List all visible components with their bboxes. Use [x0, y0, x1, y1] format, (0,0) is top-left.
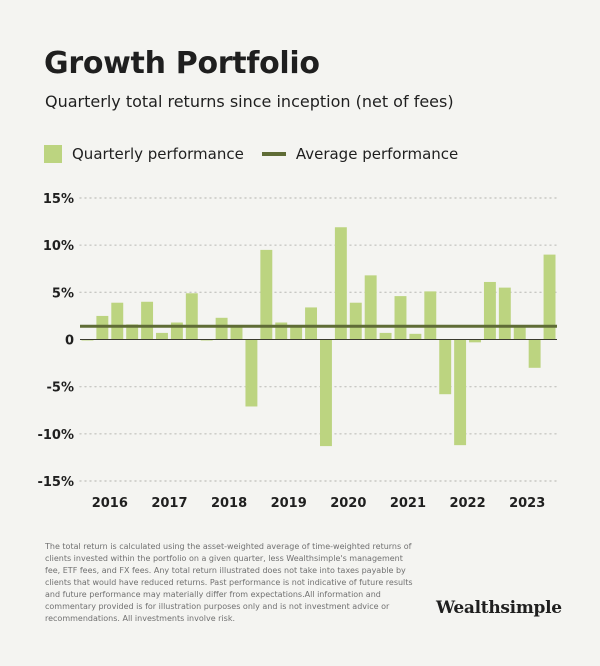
bar	[424, 291, 437, 340]
bar	[305, 307, 318, 340]
chart-subtitle: Quarterly total returns since inception …	[45, 92, 454, 111]
y-tick-label: -15%	[37, 475, 74, 490]
y-tick-label: 10%	[43, 239, 74, 254]
x-tick-label: 2020	[330, 496, 366, 511]
bar	[439, 339, 452, 395]
x-tick-label: 2023	[509, 496, 545, 511]
legend-item-quarterly: Quarterly performance	[44, 145, 244, 163]
bar	[111, 302, 124, 340]
x-tick-label: 2018	[211, 496, 247, 511]
bar	[349, 302, 362, 340]
bar	[379, 332, 392, 340]
bar	[319, 339, 332, 447]
bar	[215, 317, 228, 340]
bar	[454, 339, 467, 446]
bar	[156, 332, 168, 340]
bar	[483, 281, 496, 340]
y-tick-label: -5%	[47, 381, 74, 396]
x-tick-label: 2017	[151, 496, 187, 511]
footnote: The total return is calculated using the…	[45, 542, 413, 623]
bar	[409, 333, 422, 340]
legend: Quarterly performance Average performanc…	[44, 143, 476, 165]
x-tick-label: 2019	[271, 496, 307, 511]
y-tick-label: -10%	[37, 428, 74, 443]
bar	[469, 339, 481, 343]
bar	[513, 325, 526, 340]
bar	[498, 287, 511, 340]
bar	[364, 275, 377, 340]
bar	[275, 322, 288, 340]
bar	[334, 227, 347, 340]
bar	[170, 322, 183, 340]
bar	[290, 326, 303, 340]
bar	[260, 249, 273, 340]
wealthsimple-logo: Wealthsimple	[436, 598, 562, 618]
x-tick-label: 2016	[92, 496, 128, 511]
bar	[185, 293, 198, 340]
y-tick-label: 0	[65, 334, 74, 349]
x-tick-label: 2022	[449, 496, 485, 511]
legend-swatch-line	[261, 152, 286, 156]
legend-label-quarterly: Quarterly performance	[72, 145, 244, 163]
chart-title: Growth Portfolio	[44, 46, 320, 81]
x-tick-label: 2021	[390, 496, 426, 511]
bar	[543, 254, 556, 340]
legend-swatch-bar	[44, 145, 62, 163]
bar	[245, 339, 258, 407]
legend-label-average: Average performance	[295, 145, 459, 163]
bar	[141, 301, 154, 340]
y-tick-label: 5%	[52, 286, 74, 301]
bar	[528, 339, 541, 368]
bar	[126, 324, 139, 340]
bar	[394, 296, 407, 340]
bar	[230, 326, 243, 340]
legend-item-average: Average performance	[261, 145, 459, 163]
y-tick-label: 15%	[43, 192, 74, 207]
quarterly-returns-chart: 15% 10% 5% 0 -5% -10% -15% 2016 2017 2018 2019 2020…	[37, 192, 558, 511]
